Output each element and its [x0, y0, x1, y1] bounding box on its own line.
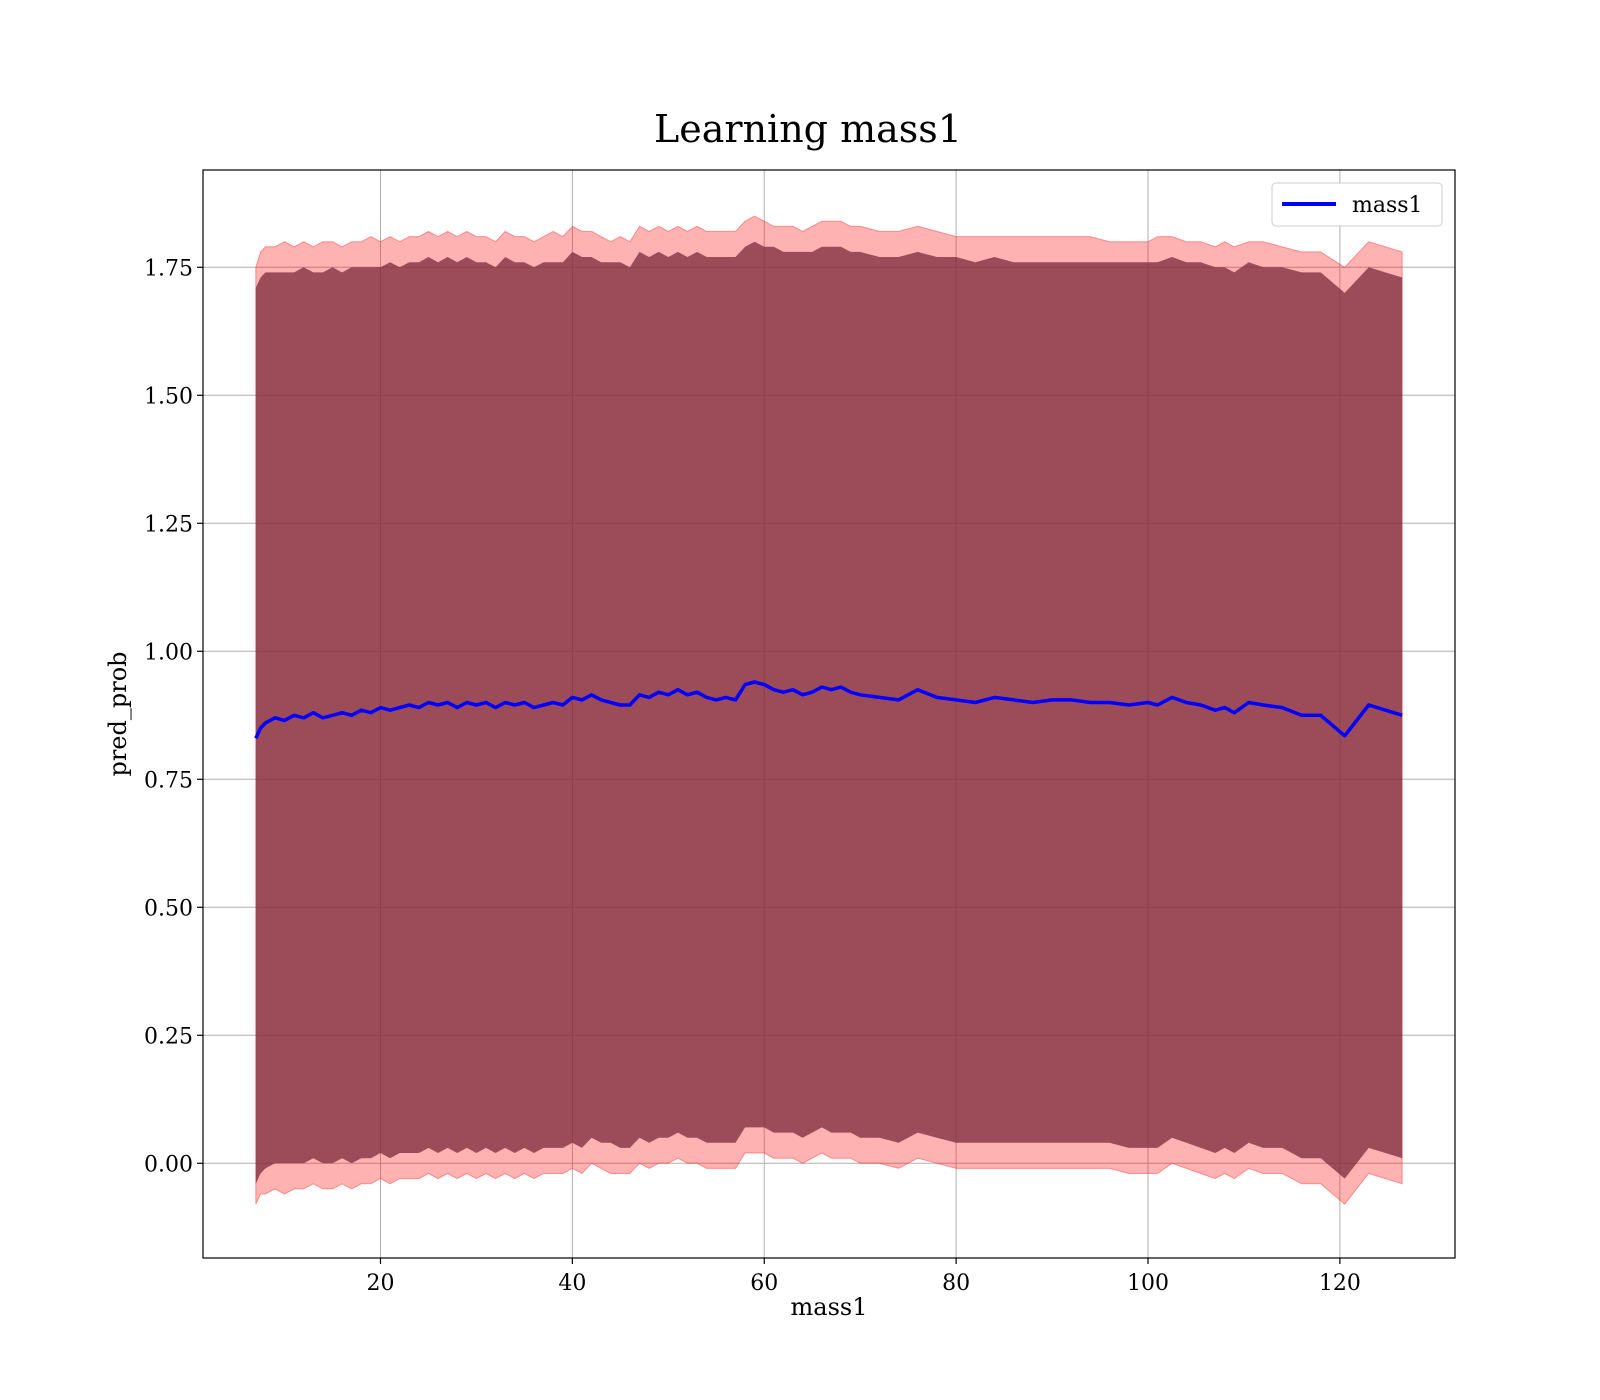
y-tick-label: 1.00 — [144, 640, 193, 665]
legend: mass1 — [1271, 182, 1443, 227]
y-tick-label: 0.25 — [144, 1024, 193, 1049]
x-axis-label: mass1 — [791, 1293, 868, 1321]
series-line-mass1 — [254, 680, 1403, 740]
x-tick-label: 120 — [1319, 1271, 1361, 1296]
x-tick-label: 20 — [366, 1271, 394, 1296]
uncertainty-bands — [255, 215, 1403, 1205]
inner-confidence-band — [255, 241, 1403, 1184]
x-tick-label: 80 — [942, 1271, 970, 1296]
y-axis-ticks: 0.00 0.25 0.50 0.75 1.00 1.25 1.50 1.75 — [144, 256, 203, 1177]
legend-box — [1271, 182, 1443, 227]
x-tick-label: 60 — [750, 1271, 778, 1296]
y-tick-label: 1.25 — [144, 512, 193, 537]
legend-label-mass1: mass1 — [1352, 193, 1423, 218]
y-tick-label: 0.50 — [144, 896, 193, 921]
y-axis-label: pred_prob — [104, 651, 132, 776]
y-tick-label: 0.00 — [144, 1152, 193, 1177]
y-tick-label: 1.50 — [144, 384, 193, 409]
series-lines — [254, 680, 1403, 740]
y-tick-label: 1.75 — [144, 256, 193, 281]
x-tick-label: 100 — [1127, 1271, 1169, 1296]
x-axis-ticks: 20 40 60 80 100 120 — [366, 1258, 1361, 1296]
chart-title: Learning mass1 — [654, 107, 962, 151]
plot-frame — [202, 169, 1456, 1259]
y-tick-label: 0.75 — [144, 768, 193, 793]
x-tick-label: 40 — [558, 1271, 586, 1296]
plot-area — [202, 169, 1456, 1259]
